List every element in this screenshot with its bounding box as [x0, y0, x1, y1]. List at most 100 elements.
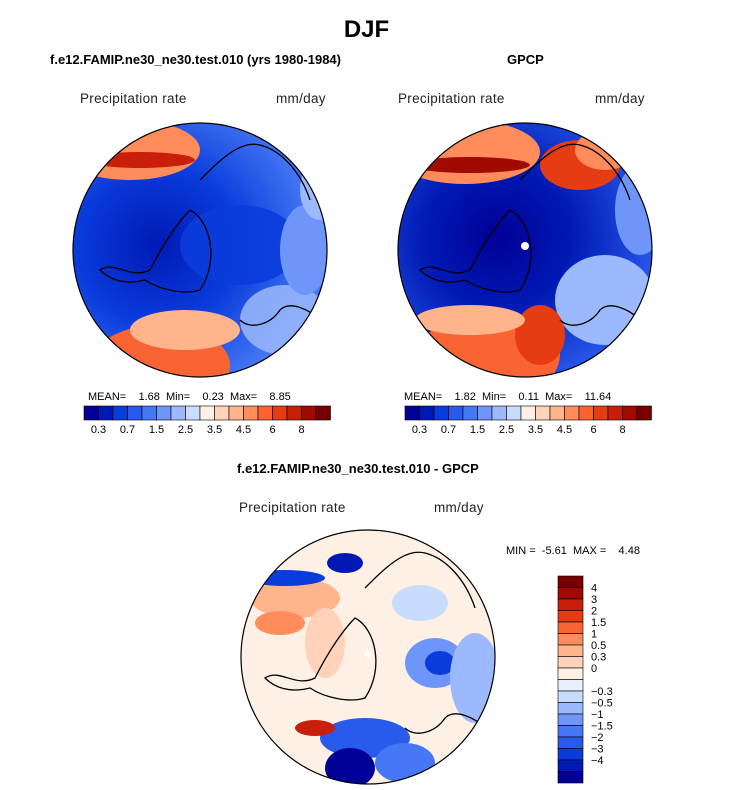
panel-3-colorbar-swatch — [557, 621, 584, 634]
panel-1-colorbar-swatch — [199, 405, 215, 421]
panel-1-colorbar-swatch — [170, 405, 186, 421]
panel-3-colorbar-tick-label: 0.5 — [591, 640, 606, 652]
panel-3-colorbar-tick-label: −1.5 — [591, 721, 613, 733]
panel-1-colorbar-tick-label: 0.3 — [91, 424, 106, 436]
panel-3-colorbar-swatch — [557, 610, 584, 623]
panel-3-stats: MIN = -5.61 MAX = 4.48 — [506, 545, 640, 557]
panel-3-map — [240, 529, 496, 785]
panel-1-variable: Precipitation rate — [80, 91, 187, 106]
panel-3-colorbar-swatch — [557, 587, 584, 600]
panel-2-units: mm/day — [595, 91, 645, 106]
panel-1-colorbar-tick-label: 3.5 — [207, 424, 222, 436]
panel-2-colorbar-swatch — [535, 405, 551, 421]
panel-1-colorbar-tick-label: 6 — [269, 424, 275, 436]
panel-3-colorbar-swatch — [557, 667, 584, 680]
panel-2-colorbar-tick-label: 8 — [619, 424, 625, 436]
panel-1-colorbar-swatch — [228, 405, 244, 421]
panel-1-units: mm/day — [276, 91, 326, 106]
panel-3-colorbar-tick-label: 2 — [591, 606, 597, 618]
panel-1-colorbar-swatch — [257, 405, 273, 421]
panel-3-colorbar-swatch — [557, 759, 584, 772]
panel-2-colorbar-swatch — [520, 405, 536, 421]
panel-1-min-label: Min= — [166, 391, 191, 403]
panel-1-map — [72, 122, 328, 378]
panel-2-colorbar-swatch — [433, 405, 449, 421]
panel-3-colorbar-swatch — [557, 690, 584, 703]
panel-1-colorbar-swatch — [83, 405, 99, 421]
panel-1-colorbar-swatch — [243, 405, 259, 421]
panel-3-max-label: MAX = — [572, 545, 607, 557]
panel-1-colorbar-swatch — [141, 405, 157, 421]
panel-2-colorbar-tick-label: 1.5 — [470, 424, 485, 436]
panel-3-max: 4.48 — [618, 545, 640, 557]
panel-3-colorbar-swatch — [557, 713, 584, 726]
panel-3-min: -5.61 — [541, 545, 567, 557]
panel-3-colorbar-swatch — [557, 748, 584, 761]
panel-1-colorbar-swatch — [98, 405, 114, 421]
panel-2-colorbar-swatch — [448, 405, 464, 421]
panel-2-colorbar-swatch — [491, 405, 507, 421]
panel-1-colorbar-swatch — [272, 405, 288, 421]
panel-2-colorbar-swatch — [607, 405, 623, 421]
panel-3-colorbar-swatch — [557, 736, 584, 749]
panel-3-colorbar-tick-label: −2 — [591, 732, 604, 744]
panel-2-colorbar-swatch — [564, 405, 580, 421]
panel-1-mean-label: MEAN= — [88, 391, 127, 403]
panel-3-colorbar-swatch — [557, 598, 584, 611]
panel-1-mean: 1.68 — [138, 391, 160, 403]
panel-3-colorbar-swatch — [557, 702, 584, 715]
panel-2-colorbar-tick-label: 4.5 — [557, 424, 572, 436]
panel-2-colorbar-swatch — [506, 405, 522, 421]
panel-2-colorbar-swatch — [593, 405, 609, 421]
panel-2-title: GPCP — [507, 52, 544, 67]
panel-2-colorbar-swatch — [462, 405, 478, 421]
panel-2-colorbar-tick-label: 0.3 — [412, 424, 427, 436]
figure-title: DJF — [343, 16, 390, 43]
panel-1-colorbar-swatch — [315, 405, 331, 421]
panel-2-map — [397, 122, 653, 378]
panel-3-title: f.e12.FAMIP.ne30_ne30.test.010 - GPCP — [237, 461, 479, 476]
panel-3-colorbar-swatch — [557, 771, 584, 784]
panel-2-max: 11.64 — [584, 391, 612, 403]
panel-3-units: mm/day — [434, 500, 484, 515]
panel-1-colorbar-tick-label: 1.5 — [149, 424, 164, 436]
panel-2-colorbar-swatch — [404, 405, 420, 421]
panel-3-colorbar-swatch — [557, 633, 584, 646]
panel-2-colorbar-tick-label: 6 — [590, 424, 596, 436]
panel-1-colorbar-swatch — [214, 405, 230, 421]
panel-2-colorbar-tick-label: 3.5 — [528, 424, 543, 436]
panel-2-max-label: Max= — [545, 391, 573, 403]
panel-1-min: 0.23 — [202, 391, 224, 403]
panel-1-colorbar-swatch — [112, 405, 128, 421]
panel-1-max-label: Max= — [229, 391, 258, 403]
panel-3-colorbar-tick-label: 0 — [591, 663, 597, 675]
panel-3-colorbar-swatch — [557, 656, 584, 669]
panel-3-min-label: MIN = — [506, 545, 536, 557]
panel-2-colorbar: 0.3 0.7 1.5 2.5 3.5 4.5 6 8 — [404, 405, 652, 436]
panel-2-colorbar-tick-label: 0.7 — [441, 424, 456, 436]
panel-2-colorbar-swatch — [636, 405, 652, 421]
panel-1-colorbar-swatch — [156, 405, 172, 421]
panel-3-colorbar-tick-label: 1.5 — [591, 617, 606, 629]
panel-2-mean-label: MEAN= — [404, 391, 443, 403]
panel-1-colorbar-tick-label: 2.5 — [178, 424, 193, 436]
panel-1-stats: MEAN= 1.68 Min= 0.23 Max= 8.85 — [88, 391, 291, 403]
panel-2-mean: 1.82 — [454, 391, 476, 403]
panel-1-colorbar-swatch — [286, 405, 302, 421]
panel-2-colorbar-swatch — [578, 405, 594, 421]
panel-2-colorbar-tick-label: 2.5 — [499, 424, 514, 436]
panel-1-colorbar-tick-label: 0.7 — [120, 424, 135, 436]
panel-2-variable: Precipitation rate — [398, 91, 505, 106]
panel-1-colorbar: 0.3 0.7 1.5 2.5 3.5 4.5 6 8 — [83, 405, 331, 436]
panel-3-colorbar-swatch — [557, 679, 584, 692]
panel-1-colorbar-swatch — [127, 405, 143, 421]
panel-3-colorbar-tick-label: −0.3 — [591, 686, 613, 698]
panel-2-colorbar-swatch — [622, 405, 638, 421]
panel-3-variable: Precipitation rate — [239, 500, 346, 515]
panel-3-colorbar-tick-label: 0.3 — [591, 652, 606, 664]
panel-1-colorbar-swatch — [185, 405, 201, 421]
panel-3-colorbar-tick-label: −1 — [591, 709, 604, 721]
panel-1-colorbar-swatch — [301, 405, 317, 421]
panel-3-colorbar-tick-label: 4 — [591, 583, 597, 595]
